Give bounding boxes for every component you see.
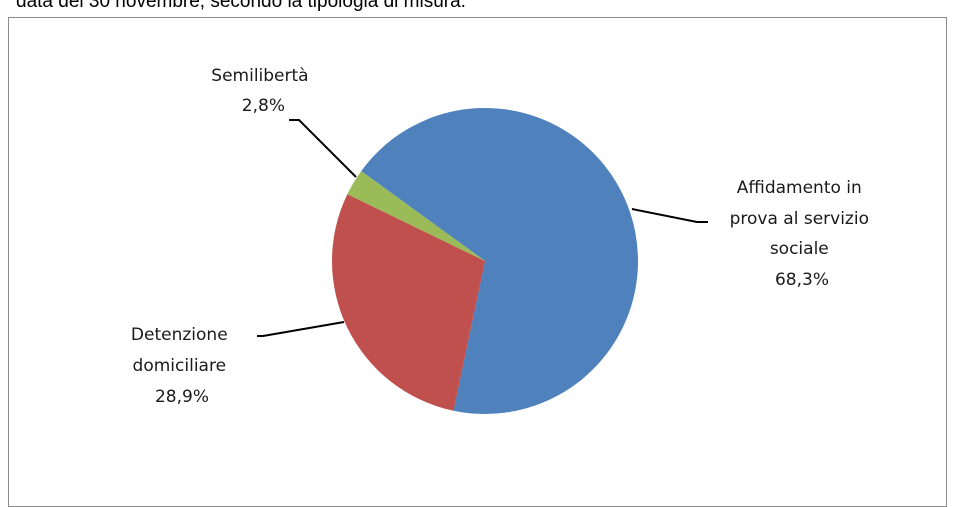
pie-slices	[331, 107, 639, 414]
slice-label-affidamento: Affidamento in prova al servizio sociale…	[730, 178, 875, 290]
leader-lines	[257, 119, 708, 337]
leader-line-affidamento	[631, 208, 708, 223]
slice-value-affidamento: 68,3%	[775, 270, 829, 290]
slice-label-affidamento-line-1: Affidamento in	[737, 178, 862, 198]
slice-label-detenzione-line-1: Detenzione	[131, 325, 228, 345]
slice-label-detenzione: Detenzione domiciliare 28,9%	[131, 325, 233, 407]
slice-value-detenzione: 28,9%	[155, 387, 209, 407]
pie-chart: Affidamento in prova al servizio sociale…	[131, 66, 875, 414]
leader-line-detenzione	[257, 321, 345, 337]
slice-value-semiliberta: 2,8%	[242, 96, 285, 116]
slice-label-detenzione-line-2: domiciliare	[133, 356, 226, 376]
slice-label-semiliberta-line-1: Semilibertà	[211, 66, 308, 86]
slice-label-semiliberta: Semilibertà 2,8%	[211, 66, 314, 116]
leader-line-semiliberta	[289, 119, 357, 178]
slice-label-affidamento-line-2: prova al servizio	[730, 209, 869, 229]
pie-slice-semiliberta	[347, 171, 485, 261]
pie-slice-affidamento	[361, 107, 639, 414]
pie-slice-detenzione	[331, 194, 485, 411]
slice-label-affidamento-line-3: sociale	[770, 239, 829, 259]
chart-caption: data del 30 novembre, secondo la tipolog…	[16, 0, 466, 12]
